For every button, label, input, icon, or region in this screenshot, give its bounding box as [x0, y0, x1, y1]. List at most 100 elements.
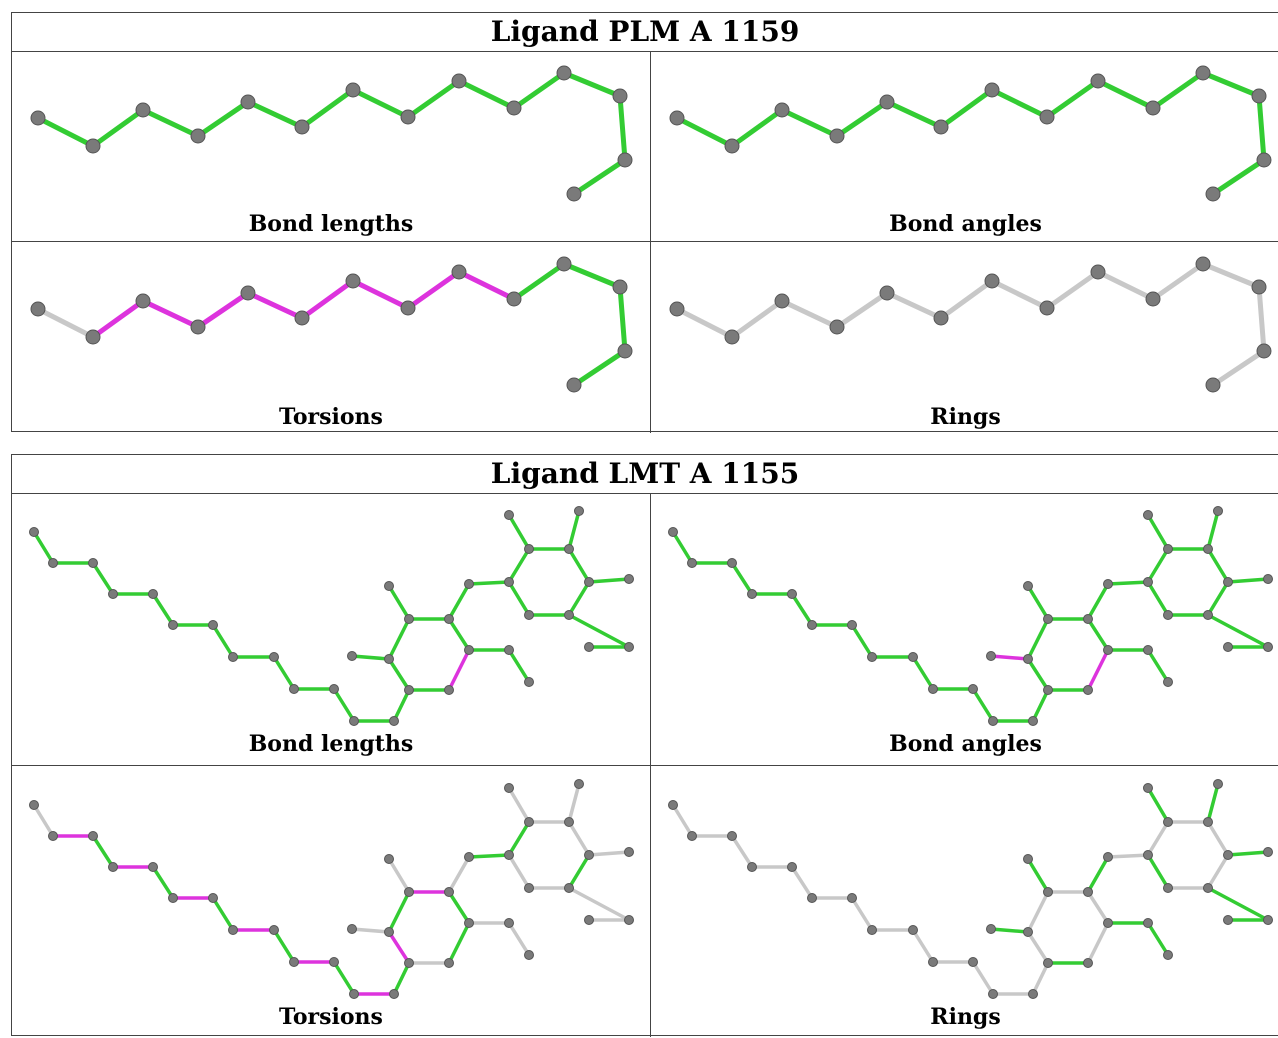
bond — [1210, 348, 1267, 388]
atom — [329, 957, 339, 967]
bond — [447, 855, 471, 894]
atom — [879, 285, 895, 301]
bond — [850, 896, 874, 932]
bond — [567, 547, 591, 584]
atom — [556, 256, 572, 272]
bond — [989, 927, 1030, 934]
atom — [1023, 927, 1033, 937]
bond — [211, 896, 235, 932]
atom — [404, 958, 414, 968]
bond — [1206, 886, 1270, 922]
atom — [400, 300, 416, 316]
cell-label: Torsions — [279, 1004, 383, 1030]
bond — [91, 561, 115, 596]
bond — [1206, 613, 1270, 649]
atom — [968, 684, 978, 694]
bond — [211, 623, 235, 659]
molecule-diagram — [30, 65, 633, 202]
atom — [404, 685, 414, 695]
bond — [1026, 617, 1050, 661]
bond — [507, 786, 531, 824]
atom — [774, 102, 790, 118]
atom — [1205, 377, 1221, 393]
bond — [447, 617, 471, 652]
molecule-diagram — [669, 256, 1272, 393]
bond — [1256, 284, 1267, 354]
bond — [1095, 269, 1156, 302]
atom — [807, 620, 817, 630]
atom — [524, 610, 534, 620]
atom — [228, 652, 238, 662]
bond — [467, 580, 511, 586]
bond — [1226, 850, 1270, 857]
atom — [135, 293, 151, 309]
atom — [451, 264, 467, 280]
bond — [350, 654, 391, 661]
atom — [504, 783, 514, 793]
bond — [1146, 786, 1170, 824]
diagram-cell: Torsions — [12, 766, 650, 1038]
cell-label: Bond lengths — [248, 211, 414, 237]
atom — [747, 862, 757, 872]
atom — [1163, 544, 1173, 554]
atoms — [668, 779, 1273, 999]
atom — [847, 620, 857, 630]
atom — [1263, 847, 1273, 857]
atom — [1028, 989, 1038, 999]
atom — [108, 862, 118, 872]
atom — [1083, 685, 1093, 695]
atom — [269, 652, 279, 662]
atom — [389, 716, 399, 726]
atom — [584, 850, 594, 860]
bond — [938, 87, 995, 130]
atom — [669, 301, 685, 317]
atom — [1195, 65, 1211, 81]
atoms — [30, 65, 633, 202]
atom — [1256, 343, 1272, 359]
atom — [1083, 887, 1093, 897]
bond — [35, 115, 96, 149]
atom — [574, 779, 584, 789]
atom — [208, 620, 218, 630]
diagram-cell: Rings — [651, 766, 1278, 1038]
atom — [1043, 614, 1053, 624]
bond — [884, 290, 944, 321]
atom — [1163, 677, 1173, 687]
atom — [986, 651, 996, 661]
atom — [88, 558, 98, 568]
atom — [1195, 256, 1211, 272]
diagram-cell: Rings — [651, 242, 1278, 432]
atom — [329, 684, 339, 694]
diagram-cell: Bond lengths — [12, 51, 650, 241]
atom — [444, 685, 454, 695]
bond — [1026, 857, 1050, 894]
bond — [387, 657, 411, 692]
bond — [405, 269, 462, 311]
molecule-diagram — [668, 779, 1273, 999]
bond — [561, 261, 623, 290]
atom — [1203, 817, 1213, 827]
bond — [32, 530, 55, 565]
atom — [584, 642, 594, 652]
atom — [504, 918, 514, 928]
bond — [938, 278, 995, 321]
atom — [190, 128, 206, 144]
bond — [971, 687, 995, 723]
atom — [1213, 506, 1223, 516]
atom — [879, 94, 895, 110]
bond — [1031, 688, 1050, 723]
atom — [1223, 577, 1233, 587]
bond — [1086, 648, 1110, 692]
bond — [567, 886, 631, 922]
atom — [617, 152, 633, 168]
atom — [724, 138, 740, 154]
bond — [1226, 577, 1270, 584]
bond — [1146, 580, 1170, 617]
atom — [1039, 300, 1055, 316]
atom — [504, 850, 514, 860]
panel-title: Ligand LMT A 1155 — [12, 455, 1278, 494]
atom — [345, 273, 361, 289]
bond — [456, 78, 517, 111]
atom — [1103, 579, 1113, 589]
bond — [90, 298, 146, 340]
